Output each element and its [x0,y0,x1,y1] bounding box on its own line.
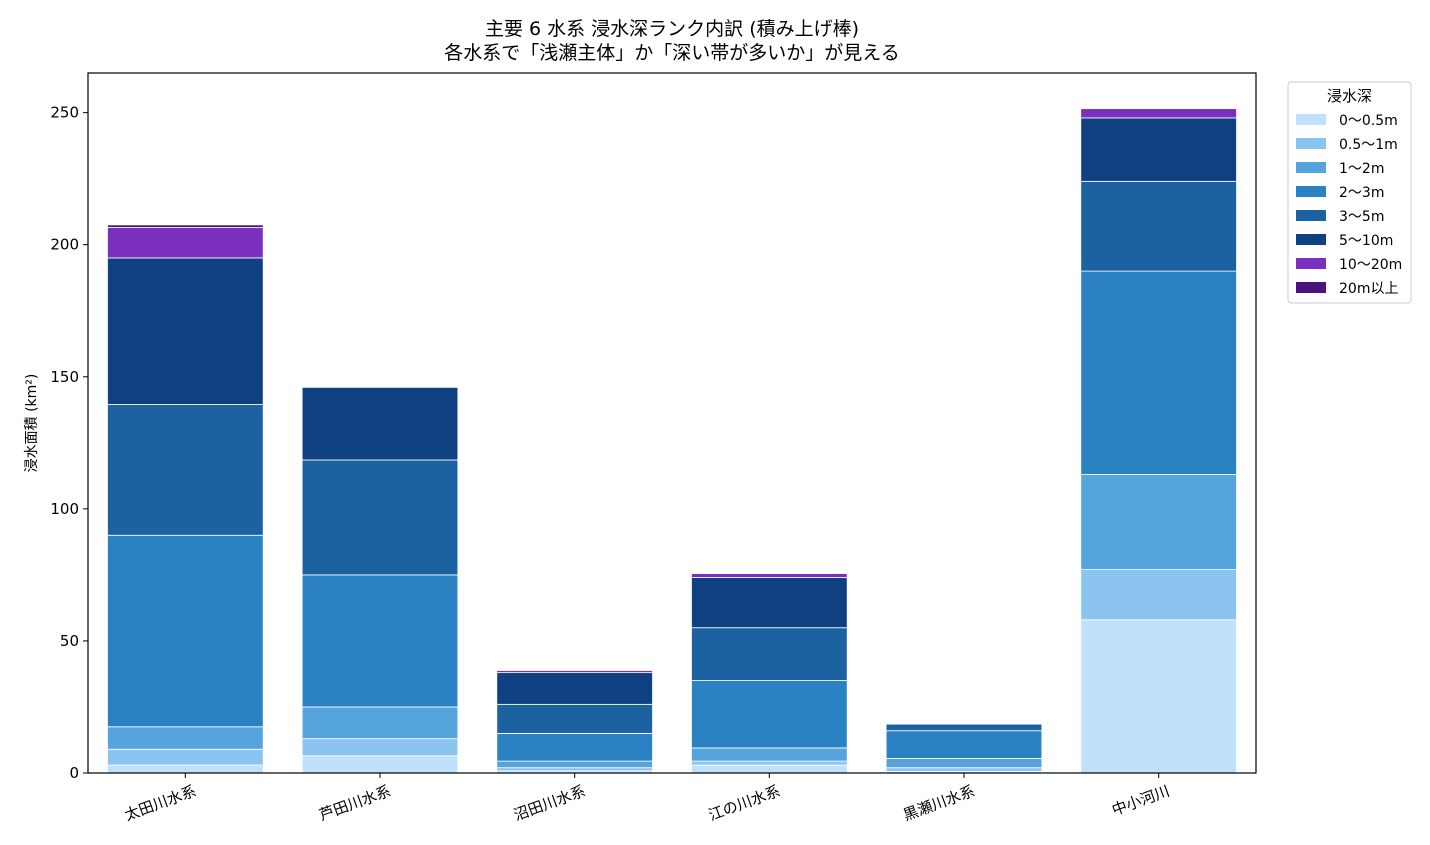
y-tick-label: 150 [50,368,79,386]
legend-label: 2〜3m [1339,185,1384,201]
legend-label: 5〜10m [1339,233,1393,249]
y-axis: 0 50 100 150 200 250 [50,104,88,782]
legend-swatch [1296,138,1326,149]
bar-segment [301,706,459,740]
bar-segment [301,755,459,774]
bar-segment [107,764,264,774]
bar-segment [107,404,264,536]
legend-label: 10〜20m [1339,257,1402,273]
bar-segment [1080,619,1237,774]
bar-segment [1080,270,1237,475]
x-tick-label: 沼田川水系 [511,782,588,825]
bar-segment [885,723,1043,732]
x-tick-label: 太田川水系 [122,782,199,825]
bar-segment [885,730,1043,759]
bar-segment [107,257,264,405]
x-tick-label: 芦田川水系 [317,782,394,825]
legend-label: 0.5〜1m [1339,137,1398,153]
legend-swatch [1296,114,1326,125]
y-tick-label: 200 [50,236,79,254]
legend-label: 20m以上 [1339,281,1398,297]
x-tick-label: 中小河川 [1109,782,1172,819]
bar-segment [885,758,1043,769]
y-tick-label: 0 [69,764,79,782]
y-tick-label: 250 [50,104,79,122]
bar-segment [301,574,459,708]
y-axis-label: 浸水面積 (km²) [24,374,40,473]
bar-segment [496,703,653,734]
legend-swatch [1296,162,1326,173]
legend-label: 0〜0.5m [1339,113,1398,129]
bar-segment [1080,474,1237,571]
bar-segment [691,573,848,578]
bar-segment [691,680,848,749]
bar-segment [691,764,848,774]
bar-segment [691,627,848,681]
bar-segment [301,738,459,757]
legend-swatch [1296,282,1326,293]
bar-segment [1080,117,1237,182]
legend-label: 3〜5m [1339,209,1384,225]
bars-layer [107,108,1237,774]
bar-segment [1080,180,1237,272]
bar-segment [496,670,653,674]
bar-segment [691,760,848,766]
y-tick-label: 50 [60,632,79,650]
bar-segment [107,726,264,750]
bar-segment [691,747,848,762]
x-tick-label: 江の川水系 [706,782,783,825]
bar-segment [107,224,264,228]
chart-title: 主要 6 水系 浸水深ランク内訳 (積み上げ棒) [485,18,859,40]
legend-box [1287,81,1412,304]
y-tick-label: 100 [50,500,79,518]
legend: 浸水深 0〜0.5m 0.5〜1m 1〜2m 2〜3m 3〜5m 5〜10m 10〜20m 2… [1287,81,1412,304]
legend-swatch [1296,234,1326,245]
bar-segment [496,760,653,769]
bar-segment [301,386,459,461]
bar-segment [496,672,653,705]
bar-segment [691,577,848,629]
bar-segment [107,748,264,766]
bar-segment [1080,569,1237,621]
x-axis: 太田川水系 芦田川水系 沼田川水系 江の川水系 黒瀬川水系 中小河川 [122,773,1172,824]
bar-segment [301,459,459,576]
bar-segment [107,227,264,259]
legend-label: 1〜2m [1339,161,1384,177]
chart-subtitle: 各水系で「浅瀬主体」か「深い帯が多いか」が見える [444,42,899,64]
legend-swatch [1296,186,1326,197]
legend-swatch [1296,210,1326,221]
bar-segment [496,767,653,772]
bar-segment [496,732,653,762]
bar-segment [1080,108,1237,119]
plot-frame [87,72,1257,774]
legend-title: 浸水深 [1327,87,1372,105]
bar-segment [107,534,264,728]
legend-swatch [1296,258,1326,269]
x-tick-label: 黒瀬川水系 [901,782,978,825]
bar-segment [885,767,1043,772]
